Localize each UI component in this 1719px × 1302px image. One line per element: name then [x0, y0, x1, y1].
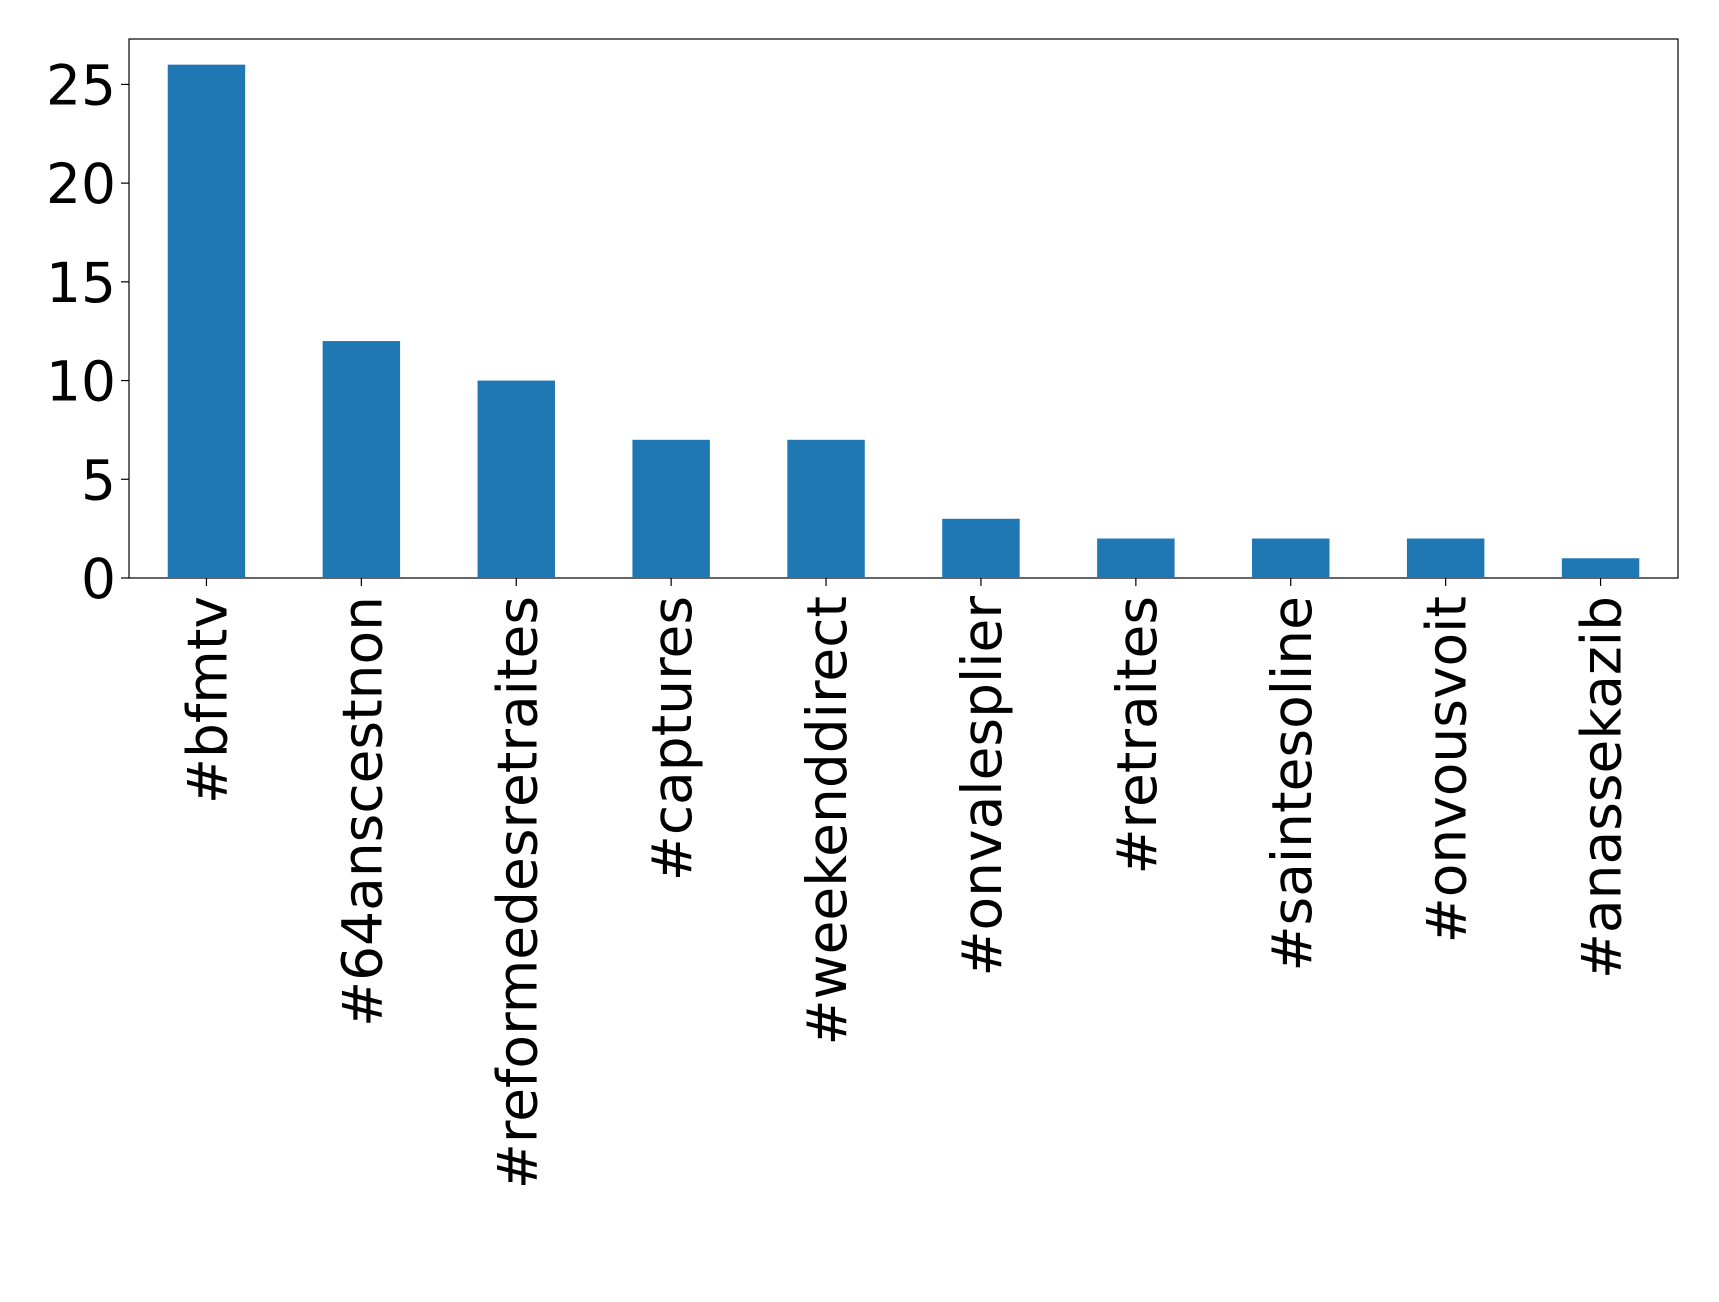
bar	[167, 64, 246, 578]
y-tick-label: 15	[46, 251, 116, 315]
bar	[477, 380, 555, 578]
y-tick-label: 25	[46, 53, 116, 117]
bar	[1406, 538, 1485, 578]
bar	[1097, 538, 1175, 578]
bar	[1252, 538, 1330, 578]
x-tick-label: #onvalesplier	[950, 596, 1014, 977]
bar	[1561, 558, 1640, 578]
y-tick-label: 0	[81, 547, 116, 611]
x-tick-label: #reformedesretraites	[485, 596, 549, 1189]
x-tick-label: #bfmtv	[175, 596, 239, 804]
y-tick-label: 20	[46, 152, 116, 216]
bar	[632, 439, 710, 578]
x-tick-label: #weekenddirect	[795, 596, 859, 1045]
x-tick-label: #retraites	[1105, 596, 1169, 875]
y-tick-label: 10	[46, 350, 116, 414]
x-tick-label: #anassekazib	[1570, 596, 1634, 979]
x-tick-label: #saintesoline	[1260, 596, 1324, 972]
x-tick-label: #captures	[640, 596, 704, 881]
bar	[942, 518, 1020, 578]
x-tick-label: #onvousvoit	[1415, 596, 1479, 943]
bar	[322, 341, 401, 578]
x-tick-label: #64anscestnon	[330, 596, 394, 1027]
plot-frame	[128, 38, 1679, 579]
y-tick-label: 5	[81, 448, 116, 512]
bar	[787, 439, 865, 578]
